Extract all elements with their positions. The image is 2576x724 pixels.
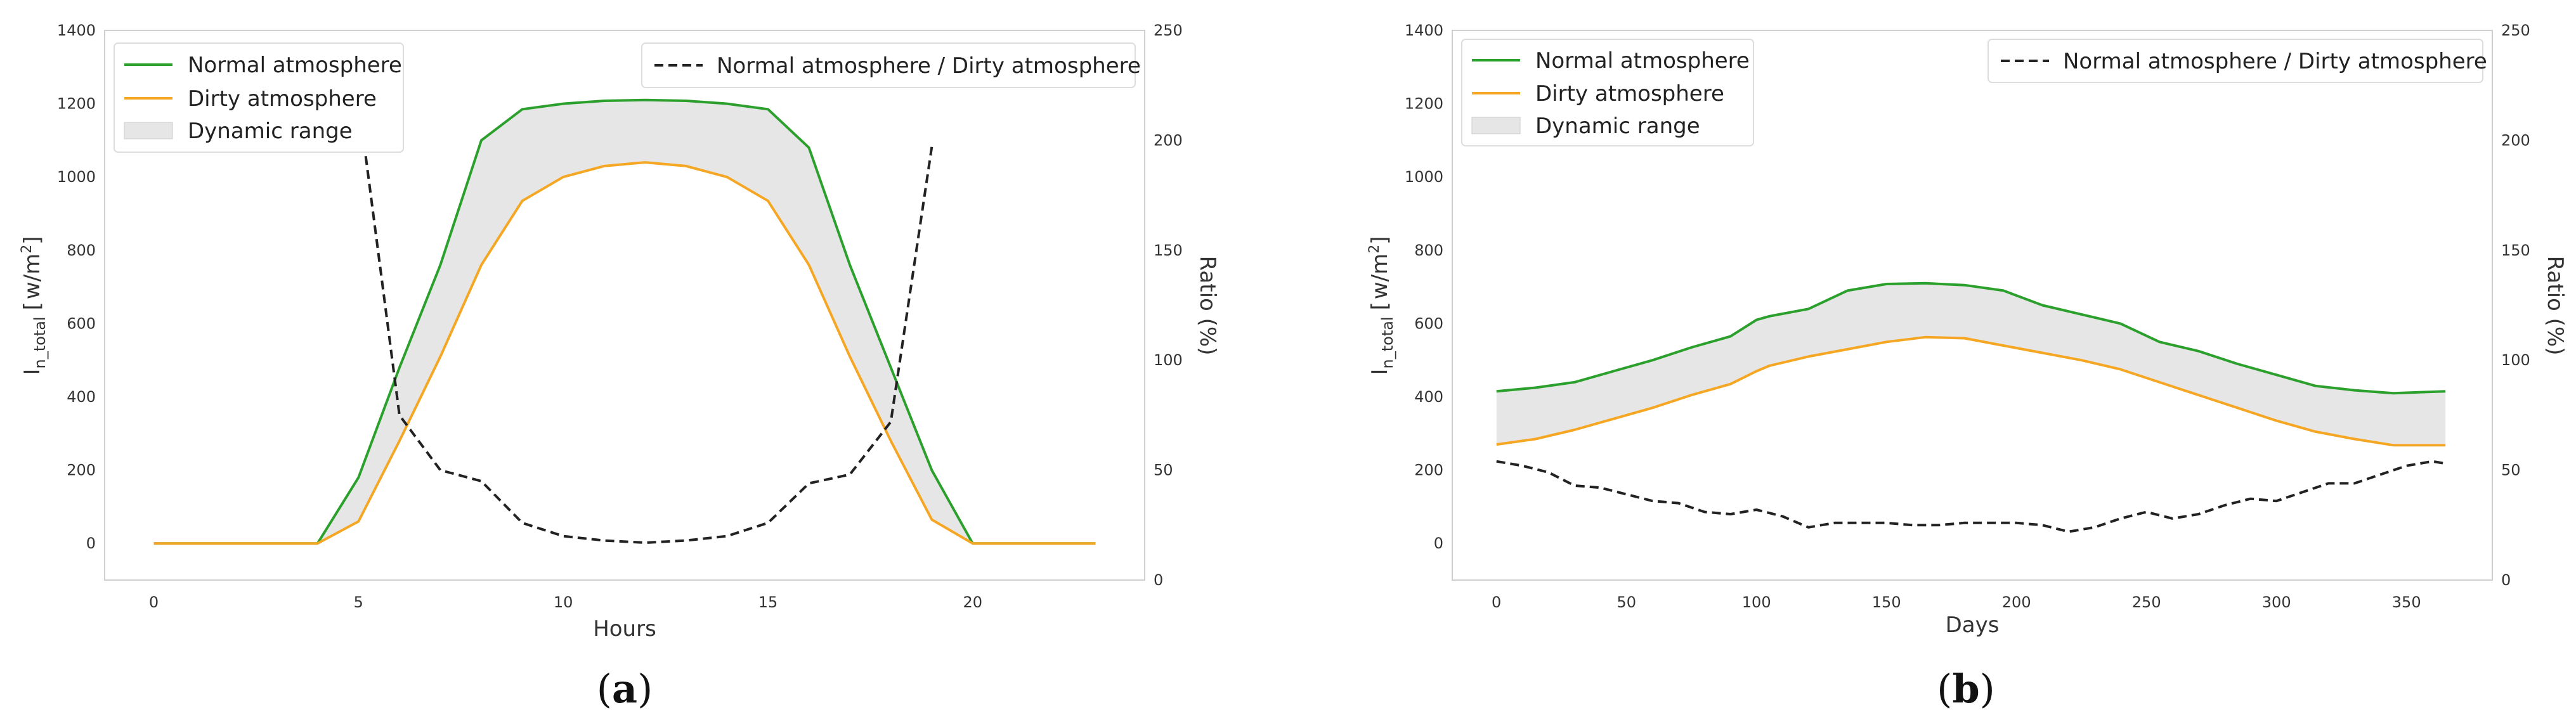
x-tick-label: 0 xyxy=(149,593,159,611)
panel-b-fill-layer xyxy=(1496,283,2446,446)
legend-label-ratio: Normal atmosphere / Dirty atmosphere xyxy=(717,53,1141,79)
panel-a-y-axis-label: In_total[w/m2] xyxy=(19,236,49,375)
y2-tick-label: 50 xyxy=(1154,462,1173,479)
x-tick-label: 15 xyxy=(758,593,778,611)
series-dirty-line xyxy=(153,161,1096,545)
dynamic-range-fill xyxy=(153,100,1096,544)
panel-a-marks xyxy=(153,98,1096,545)
y2-tick-label: 250 xyxy=(1154,22,1183,39)
x-tick-label: 150 xyxy=(1872,593,1901,611)
legend-label-dirty: Dirty atmosphere xyxy=(188,86,377,112)
y2-tick-label: 100 xyxy=(1154,351,1183,369)
x-tick-label: 300 xyxy=(2262,593,2291,611)
y-tick-label: 0 xyxy=(86,534,96,552)
panel-b-x-axis-label: Days xyxy=(1946,612,2000,638)
legend-swatch-range xyxy=(1471,117,1521,134)
legend-box xyxy=(1987,39,2483,83)
y-tick-label: 200 xyxy=(1414,462,1443,479)
panel-a-fill-layer xyxy=(153,100,1096,544)
x-tick-label: 100 xyxy=(1742,593,1771,611)
panel-b-legend-left: Normal atmosphere Dirty atmosphere Dynam… xyxy=(1461,39,1754,146)
panel-a-x-axis-label: Hours xyxy=(593,616,656,642)
panel-a-sublabel: (a) xyxy=(597,666,653,712)
x-tick-label: 50 xyxy=(1617,593,1636,611)
series-normal-line xyxy=(153,98,1096,545)
legend-label-range: Dynamic range xyxy=(188,119,353,144)
x-tick-label: 20 xyxy=(963,593,983,611)
panel-b-legend-right: Normal atmosphere / Dirty atmosphere xyxy=(1987,39,2487,83)
legend-swatch-range xyxy=(124,122,173,139)
y2-tick-label: 150 xyxy=(2501,242,2530,259)
legend-box xyxy=(641,42,1136,88)
x-tick-label: 200 xyxy=(2002,593,2031,611)
panel-b: 0 50 100 150 200 250 300 3500200400600800100012… xyxy=(1367,22,2568,712)
y2-tick-label: 100 xyxy=(2501,351,2530,369)
dynamic-range-fill xyxy=(1496,283,2446,446)
y2-tick-label: 0 xyxy=(2501,571,2511,589)
panel-a-legend-right: Normal atmosphere / Dirty atmosphere xyxy=(641,42,1141,88)
legend-label-range: Dynamic range xyxy=(1535,113,1700,139)
panel-b-marks xyxy=(1496,281,2446,533)
y-tick-label: 1000 xyxy=(57,168,96,186)
x-tick-label: 0 xyxy=(1492,593,1501,611)
y2-tick-label: 250 xyxy=(2501,22,2530,39)
panel-a: 0 5 10 15 2002004006008001000120014000501001… xyxy=(19,22,1220,712)
y-tick-label: 1200 xyxy=(57,95,96,113)
y2-tick-label: 0 xyxy=(1154,571,1163,589)
y-tick-label: 200 xyxy=(67,462,96,479)
panel-a-ticks: 0 5 10 15 2002004006008001000120014000501001… xyxy=(57,22,1183,611)
y-tick-label: 600 xyxy=(1414,314,1443,332)
panel-a-plot-frame xyxy=(104,30,1145,581)
y2-tick-label: 200 xyxy=(1154,131,1183,149)
y2-tick-label: 50 xyxy=(2501,462,2521,479)
series-normal-line xyxy=(1496,281,2446,395)
y2-tick-label: 200 xyxy=(2501,131,2530,149)
y-tick-label: 400 xyxy=(67,388,96,406)
x-tick-label: 350 xyxy=(2392,593,2421,611)
legend-label-normal: Normal atmosphere xyxy=(1535,48,1750,74)
x-tick-label: 10 xyxy=(554,593,573,611)
panel-b-plot-frame xyxy=(1452,30,2493,581)
panel-b-y2-axis-label: Ratio (%) xyxy=(2542,256,2568,356)
y-tick-label: 1400 xyxy=(57,22,96,39)
x-tick-label: 250 xyxy=(2132,593,2161,611)
panel-a-y2-axis-label: Ratio (%) xyxy=(1195,256,1220,356)
y-tick-label: 1000 xyxy=(1405,168,1443,186)
legend-box xyxy=(1461,39,1754,146)
y-tick-label: 800 xyxy=(1414,242,1443,259)
panel-b-ticks: 0 50 100 150 200 250 300 3500200400600800100012… xyxy=(1405,22,2530,611)
y2-tick-label: 150 xyxy=(1154,242,1183,259)
y-tick-label: 400 xyxy=(1414,388,1443,406)
y-tick-label: 800 xyxy=(67,242,96,259)
legend-label-ratio: Normal atmosphere / Dirty atmosphere xyxy=(2063,49,2487,74)
series-dirty-line xyxy=(1496,335,2446,447)
legend-label-dirty: Dirty atmosphere xyxy=(1535,81,1724,107)
series-ratio-line xyxy=(1496,460,2446,533)
x-tick-label: 5 xyxy=(354,593,363,611)
panel-b-y-axis-label: In_total[w/m2] xyxy=(1367,236,1396,375)
panel-b-sublabel: (b) xyxy=(1937,666,1995,712)
y-tick-label: 1200 xyxy=(1405,95,1443,113)
y-tick-label: 600 xyxy=(67,314,96,332)
legend-label-normal: Normal atmosphere xyxy=(188,53,402,78)
panel-a-legend-left: Normal atmosphere Dirty atmosphere Dynam… xyxy=(114,42,404,153)
y-tick-label: 1400 xyxy=(1405,22,1443,39)
legend-box xyxy=(114,42,404,153)
y-tick-label: 0 xyxy=(1434,534,1443,552)
